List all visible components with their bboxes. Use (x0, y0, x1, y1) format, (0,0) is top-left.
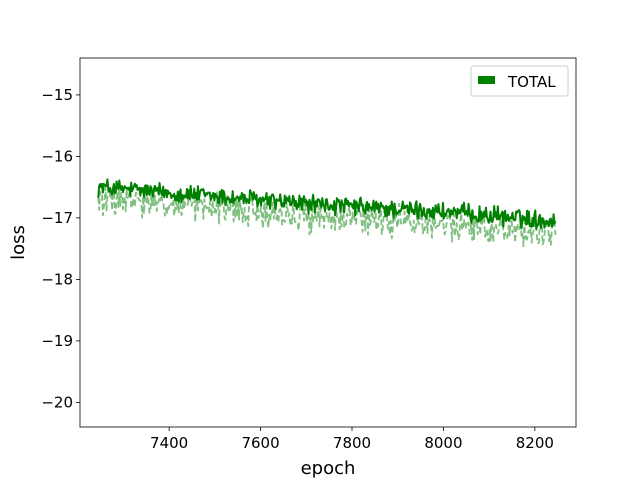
legend-label-total: TOTAL (507, 73, 556, 91)
series-line-secondary (97, 186, 557, 248)
y-tick-label: −15 (41, 86, 73, 104)
x-tick-label: 8000 (424, 434, 462, 452)
x-axis-label: epoch (301, 458, 356, 479)
y-axis-label: loss (8, 225, 29, 260)
series-line-total (97, 178, 557, 230)
x-tick-label: 8200 (516, 434, 554, 452)
plot-frame (79, 57, 577, 428)
y-axis-ticks: −20 −19 −18 −17 −16 −15 (41, 86, 80, 411)
legend: TOTAL (470, 65, 569, 97)
y-tick-label: −17 (41, 209, 73, 227)
x-tick-label: 7600 (241, 434, 279, 452)
x-tick-label: 7400 (150, 434, 188, 452)
legend-swatch-total (478, 76, 495, 84)
x-axis-ticks: 7400 7600 7800 8000 8200 (150, 427, 554, 452)
legend-frame (470, 65, 569, 97)
y-tick-label: −20 (41, 393, 73, 411)
x-tick-label: 7800 (333, 434, 371, 452)
y-tick-label: −16 (41, 147, 73, 165)
y-tick-label: −19 (41, 332, 73, 350)
plot-series (97, 178, 557, 248)
y-tick-label: −18 (41, 270, 73, 288)
